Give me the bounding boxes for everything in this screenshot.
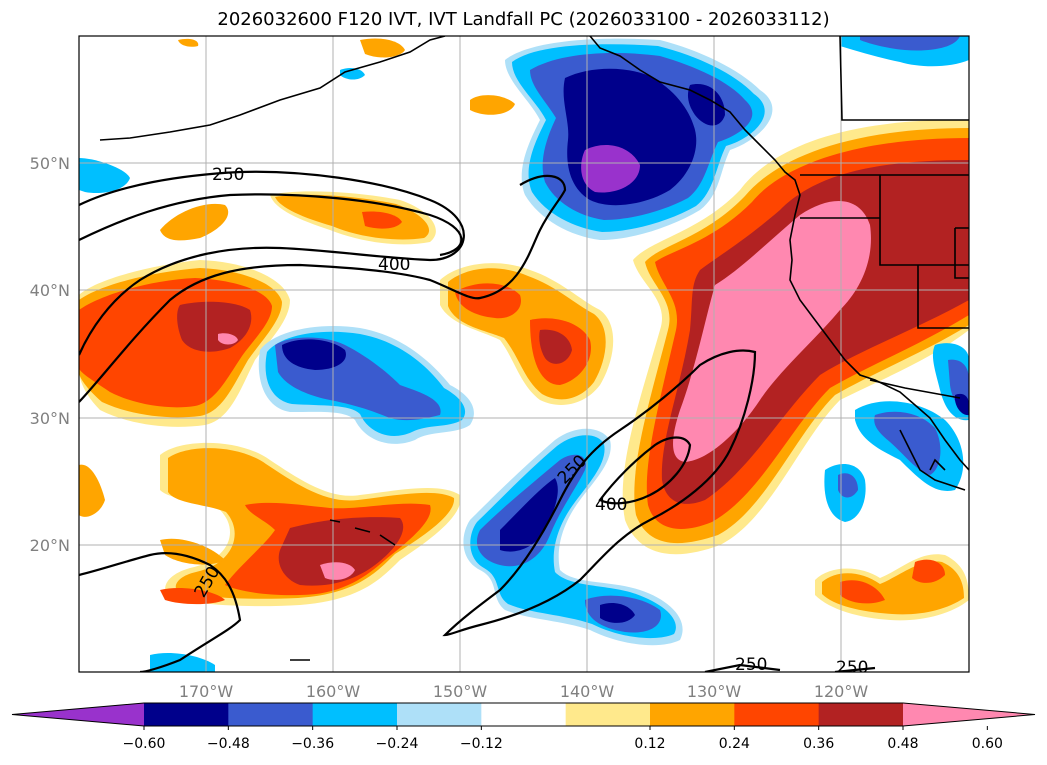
colorbar: −0.60 −0.48 −0.36 −0.24 −0.12 0.12 0.24 0.36 0.4… bbox=[11, 702, 1036, 752]
colorbar-segment bbox=[312, 703, 398, 726]
positive-anomaly-subtropics bbox=[160, 442, 461, 607]
contour-label: 250 bbox=[735, 655, 767, 675]
lon-label: 130°W bbox=[687, 682, 742, 701]
colorbar-segment bbox=[818, 703, 904, 726]
colorbar-tick-label: 0.36 bbox=[803, 736, 834, 752]
contour-label: 250 bbox=[836, 658, 868, 678]
colorbar-tick-label: −0.60 bbox=[123, 736, 166, 752]
lon-label: 150°W bbox=[433, 682, 488, 701]
positive-anomaly-southeast bbox=[815, 554, 969, 621]
contour-label: 400 bbox=[378, 255, 410, 275]
contour-label: 400 bbox=[595, 495, 627, 515]
colorbar-tick-label: −0.24 bbox=[376, 736, 419, 752]
lon-label: 170°W bbox=[179, 682, 234, 701]
negative-anomaly-central-west bbox=[258, 326, 474, 444]
latitude-labels: 50°N 40°N 30°N 20°N bbox=[30, 154, 70, 555]
positive-anomaly-north bbox=[160, 38, 515, 245]
colorbar-segment bbox=[650, 703, 735, 726]
colorbar-segment bbox=[734, 703, 820, 726]
map-frame bbox=[78, 35, 970, 673]
lat-label: 40°N bbox=[30, 281, 70, 300]
ivt-contours bbox=[79, 170, 876, 672]
colorbar-extend-high bbox=[903, 703, 1035, 726]
colorbar-segment bbox=[397, 703, 482, 726]
lat-label: 20°N bbox=[30, 536, 70, 555]
lat-label: 30°N bbox=[30, 409, 70, 428]
colorbar-tick-label: −0.12 bbox=[460, 736, 503, 752]
lat-label: 50°N bbox=[30, 154, 70, 173]
negative-anomaly-gulf-of-alaska bbox=[505, 38, 773, 240]
colorbar-tick-label: 0.24 bbox=[719, 736, 750, 752]
colorbar-tick-label: 0.48 bbox=[887, 736, 918, 752]
positive-anomaly-west-pacific bbox=[79, 260, 290, 427]
negative-anomaly-south-central bbox=[463, 428, 683, 646]
colorbar-segment bbox=[565, 703, 651, 726]
coastlines bbox=[99, 36, 969, 661]
map-plot-area: 250 400 250 400 250 250 250 bbox=[79, 36, 969, 678]
colorbar-tick-label: 0.12 bbox=[634, 736, 665, 752]
colorbar-segment bbox=[144, 703, 229, 726]
lon-label: 140°W bbox=[560, 682, 615, 701]
colorbar-segment bbox=[228, 703, 314, 726]
colorbar-tick-label: −0.36 bbox=[291, 736, 334, 752]
lon-label: 160°W bbox=[306, 682, 361, 701]
longitude-labels: 170°W 160°W 150°W 140°W 130°W 120°W bbox=[179, 682, 869, 701]
colorbar-extend-low bbox=[12, 703, 144, 726]
positive-anomaly-central bbox=[440, 263, 614, 405]
colorbar-tick-label: −0.48 bbox=[207, 736, 250, 752]
lon-label: 120°W bbox=[814, 682, 869, 701]
map-title: 2026032600 F120 IVT, IVT Landfall PC (20… bbox=[217, 9, 830, 30]
colorbar-tick-label: 0.60 bbox=[972, 736, 1003, 752]
contour-label: 250 bbox=[212, 165, 244, 185]
colorbar-segment bbox=[481, 703, 567, 726]
